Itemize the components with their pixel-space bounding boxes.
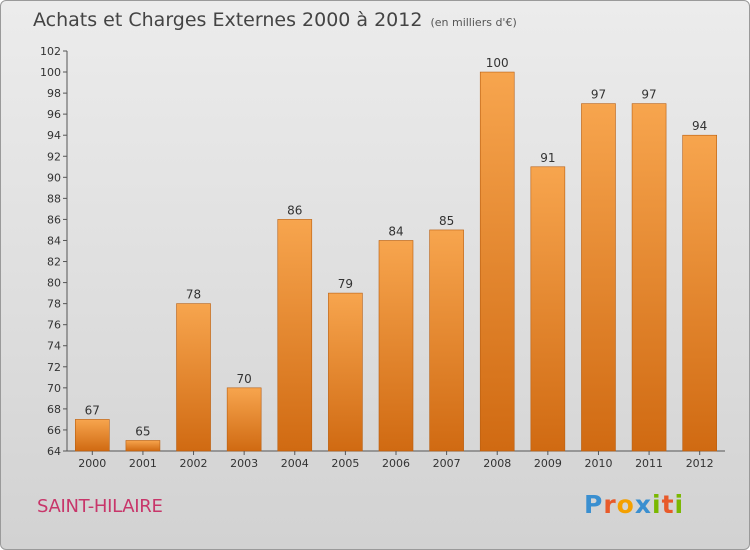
bar-value-label: 84: [388, 224, 403, 238]
bar-value-label: 65: [135, 424, 150, 438]
y-tick-label: 98: [47, 87, 61, 100]
x-tick-label: 2000: [78, 457, 106, 470]
bar: [328, 292, 363, 452]
proxiti-logo: Proxiti: [584, 490, 684, 519]
bar: [631, 103, 667, 452]
x-tick-label: 2011: [635, 457, 663, 470]
bar: [176, 303, 211, 452]
logo-letter: t: [661, 490, 675, 519]
bar-value-label: 86: [287, 203, 302, 217]
logo-letter: o: [616, 490, 635, 519]
y-tick-label: 68: [47, 403, 61, 416]
y-tick-label: 102: [40, 45, 61, 58]
bar-value-label: 91: [540, 151, 555, 165]
x-tick-label: 2008: [483, 457, 511, 470]
y-tick-label: 72: [47, 361, 61, 374]
bar-value-label: 94: [692, 119, 707, 133]
chart-title: Achats et Charges Externes 2000 à 2012: [33, 9, 423, 31]
bar-value-label: 85: [439, 214, 454, 228]
y-tick-label: 76: [47, 319, 61, 332]
bar: [530, 166, 566, 452]
logo-letter: i: [674, 490, 685, 519]
commune-name: SAINT-HILAIRE: [37, 496, 163, 517]
x-tick-label: 2012: [686, 457, 714, 470]
bar-value-label: 79: [338, 277, 353, 291]
logo-letter: r: [603, 490, 617, 519]
bar: [75, 419, 110, 452]
bar-value-label: 70: [237, 372, 252, 386]
y-tick-label: 70: [47, 382, 61, 395]
y-tick-label: 80: [47, 277, 61, 290]
bar-value-label: 97: [641, 88, 656, 102]
bar: [479, 71, 515, 452]
bar: [226, 387, 262, 452]
x-tick-label: 2001: [129, 457, 157, 470]
bar-value-label: 67: [85, 403, 100, 417]
chart-title-block: Achats et Charges Externes 2000 à 2012 (e…: [33, 9, 517, 31]
chart-subtitle: (en milliers d'€): [430, 16, 517, 29]
y-tick-label: 64: [47, 445, 61, 458]
y-tick-label: 88: [47, 192, 61, 205]
x-tick-label: 2009: [534, 457, 562, 470]
y-tick-label: 82: [47, 256, 61, 269]
bar: [429, 229, 464, 452]
bar-value-label: 78: [186, 288, 201, 302]
y-tick-label: 96: [47, 108, 61, 121]
bar: [277, 219, 313, 452]
bar: [125, 440, 161, 452]
y-tick-label: 90: [47, 171, 61, 184]
bar: [378, 240, 414, 452]
x-tick-label: 2002: [180, 457, 208, 470]
y-tick-label: 74: [47, 340, 61, 353]
y-tick-label: 66: [47, 424, 61, 437]
y-tick-label: 94: [47, 129, 61, 142]
x-tick-label: 2004: [281, 457, 309, 470]
x-tick-label: 2010: [584, 457, 612, 470]
logo-letter: i: [652, 490, 662, 519]
y-tick-label: 78: [47, 298, 61, 311]
bar-value-label: 97: [591, 88, 606, 102]
logo-letter: x: [634, 490, 652, 519]
x-tick-label: 2006: [382, 457, 410, 470]
y-tick-label: 84: [47, 234, 61, 247]
y-tick-label: 92: [47, 150, 61, 163]
bar: [682, 134, 717, 452]
bar-value-label: 100: [486, 56, 509, 70]
x-tick-label: 2003: [230, 457, 258, 470]
x-tick-label: 2007: [433, 457, 461, 470]
y-tick-label: 86: [47, 213, 61, 226]
logo-letter: P: [584, 490, 604, 519]
bar: [581, 103, 616, 452]
x-tick-label: 2005: [331, 457, 359, 470]
y-tick-label: 100: [40, 66, 61, 79]
